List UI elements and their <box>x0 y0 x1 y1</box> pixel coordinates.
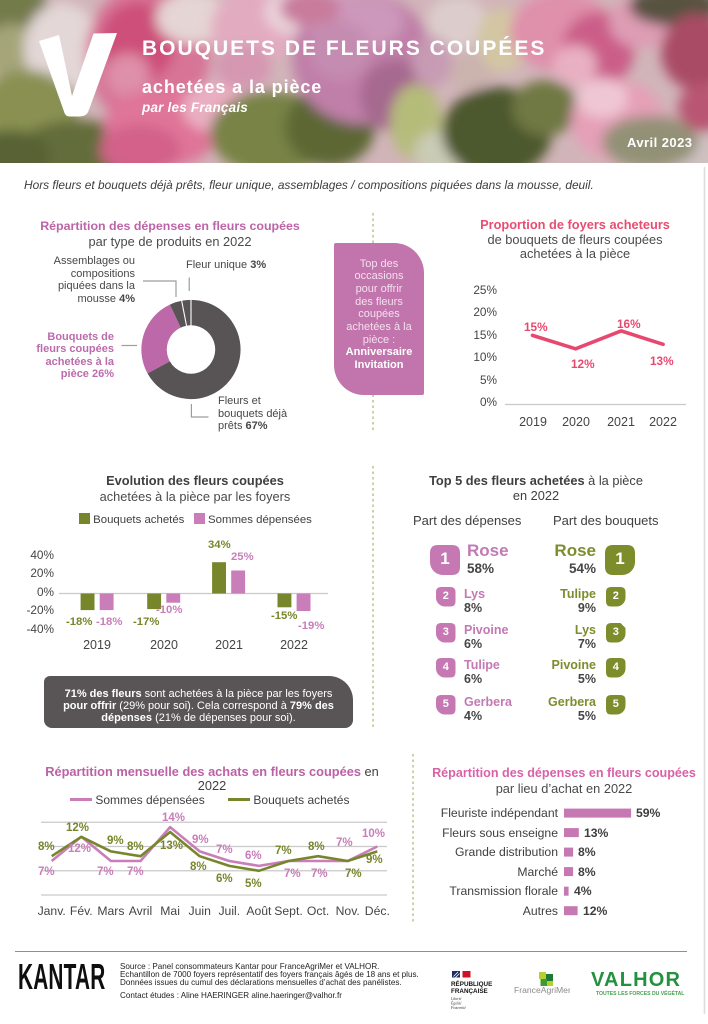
svg-text:Égalité: Égalité <box>451 1001 462 1006</box>
svg-text:Liberté: Liberté <box>451 997 462 1001</box>
svg-text:Fraternité: Fraternité <box>451 1006 466 1010</box>
svg-text:RÉPUBLIQUE: RÉPUBLIQUE <box>451 979 492 988</box>
svg-text:FRANÇAISE: FRANÇAISE <box>451 988 488 995</box>
svg-text:FranceAgriMer: FranceAgriMer <box>514 985 570 995</box>
